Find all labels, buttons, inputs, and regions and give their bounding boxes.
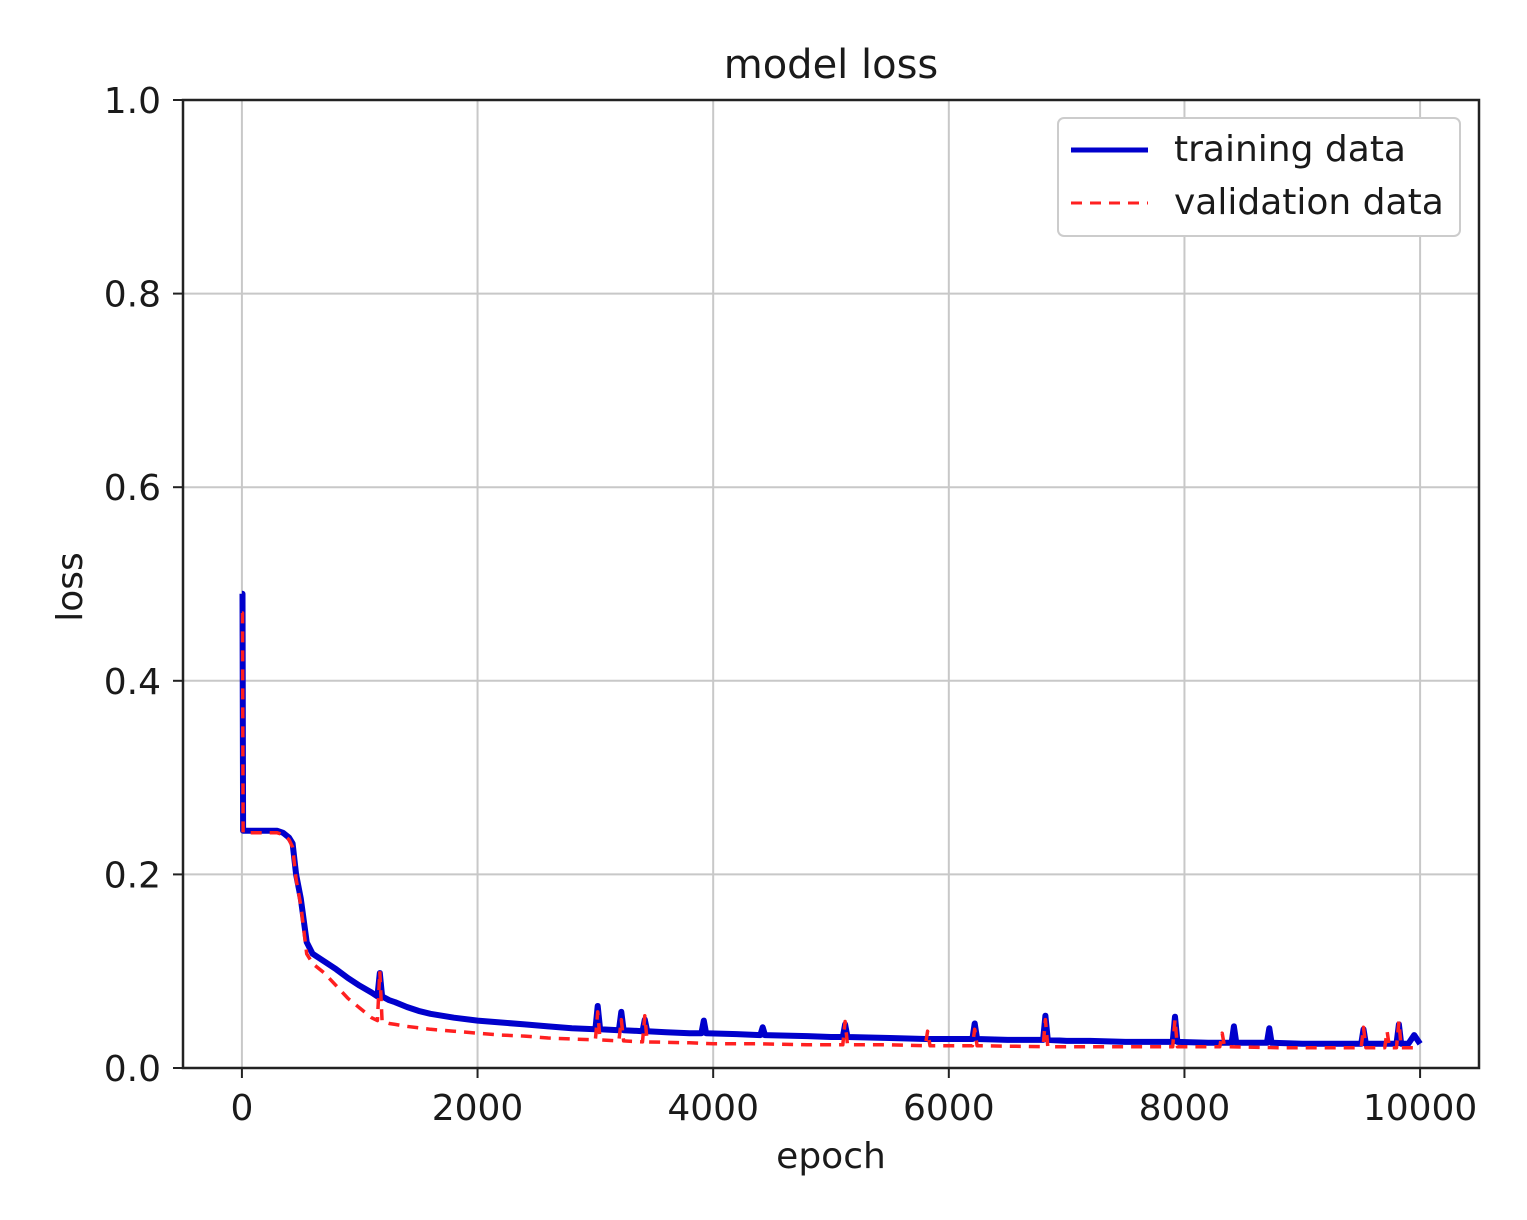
x-tick-label: 10000 (1363, 1088, 1478, 1129)
y-tick-label: 0.6 (104, 468, 161, 509)
x-tick-label: 4000 (667, 1088, 759, 1129)
y-tick-label: 1.0 (104, 81, 161, 122)
plot-frame (181, 98, 1481, 1070)
legend: training data validation data (1057, 117, 1461, 237)
x-axis-label: epoch (776, 1136, 886, 1177)
series-line-training (239, 590, 1423, 1047)
grid (183, 99, 1479, 1069)
y-axis-ticks: 0.0 0.2 0.4 0.6 0.8 1.0 (104, 81, 183, 1090)
series-line-validation (240, 611, 1421, 1050)
y-tick-label: 0.0 (104, 1049, 161, 1090)
legend-label-training: training data (1174, 129, 1406, 170)
y-tick-label: 0.8 (104, 275, 161, 316)
x-tick-label: 8000 (1139, 1088, 1231, 1129)
y-axis-label: loss (50, 552, 91, 622)
y-tick-label: 0.4 (104, 662, 161, 703)
legend-box (1057, 117, 1461, 237)
x-axis-ticks: 0 2000 4000 6000 8000 10000 (230, 1068, 1477, 1129)
x-tick-label: 6000 (903, 1088, 995, 1129)
plot-lines (239, 590, 1423, 1050)
chart-title: model loss (724, 42, 939, 88)
legend-label-validation: validation data (1174, 182, 1444, 223)
x-tick-label: 2000 (432, 1088, 524, 1129)
y-tick-label: 0.2 (104, 855, 161, 896)
x-tick-label: 0 (230, 1088, 253, 1129)
